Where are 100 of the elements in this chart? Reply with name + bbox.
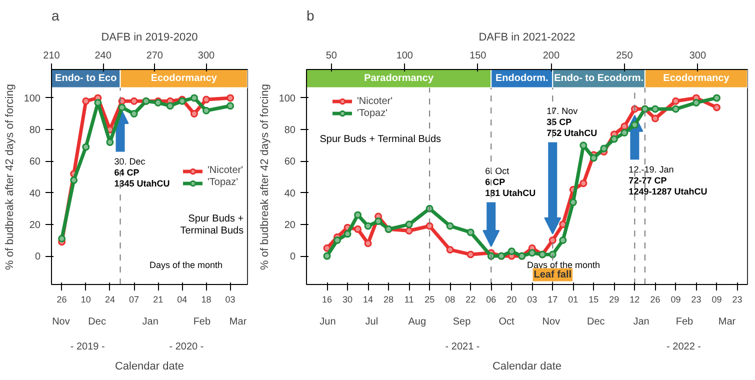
annotation: 6. Oct 6 CP 181 UtahCU [485, 166, 536, 198]
point [651, 114, 659, 122]
x2-tick-label: 250 [616, 50, 634, 62]
chart-title: a [52, 8, 60, 24]
band-label: Endodorm. [495, 73, 548, 84]
x-tick-label: 16 [322, 294, 332, 304]
x-tick-label: 09 [670, 294, 681, 304]
band-label: Endo- to Eco [55, 73, 117, 84]
point [364, 222, 372, 230]
x-tick-label: 04 [177, 294, 188, 304]
x-tick-label: 03 [527, 294, 538, 304]
y-tick-label: 60 [29, 156, 41, 168]
band-label: Ecodormancy [663, 73, 730, 84]
x2-tick-label: 100 [396, 50, 414, 62]
x2-tick-label: 300 [689, 50, 706, 62]
y-axis-title: % of budbreak after 42 days of forcing [4, 84, 16, 270]
point [323, 252, 331, 260]
text: - 2019 - [70, 342, 105, 352]
text: Jun [320, 316, 336, 328]
text: Oct [498, 316, 514, 328]
ref-line-label: Leaf fall [534, 269, 572, 280]
x-tick-label: 17 [548, 294, 558, 304]
text: - 2020 - [169, 342, 204, 352]
text: Dec [586, 316, 605, 328]
point [323, 244, 331, 252]
text: Feb [676, 316, 694, 328]
band-label: Endo- to Ecodorm. [554, 73, 644, 84]
x-tick-label: 15 [588, 294, 599, 304]
point [190, 94, 198, 102]
point [130, 97, 138, 105]
annotation: Days of the month [150, 260, 223, 270]
legend-label: 'Nicoter' [208, 164, 243, 176]
point [600, 144, 608, 152]
text: Mar [229, 316, 248, 328]
point [580, 142, 588, 150]
legend-label: 'Nicoter' [357, 95, 392, 107]
point [118, 104, 126, 112]
x-tick-label: 26 [650, 294, 660, 304]
x-tick-label: 23 [691, 294, 702, 304]
point [559, 220, 567, 228]
x-tick-label: 24 [104, 294, 115, 304]
point [405, 220, 413, 228]
point [334, 236, 342, 244]
y-tick-label: 80 [29, 125, 41, 136]
y-tick-label: 0 [34, 252, 41, 263]
y-tick-label: 40 [284, 188, 296, 200]
point [354, 211, 362, 219]
point [569, 198, 577, 206]
x2-tick-label: 50 [326, 50, 338, 62]
point [466, 228, 474, 236]
x-tick-label: 08 [445, 294, 456, 304]
text: Mar [718, 316, 736, 328]
x-tick-label: 10 [80, 294, 91, 304]
point [364, 240, 372, 248]
x2-tick-label: 200 [542, 50, 560, 62]
y-tick-label: 0 [290, 252, 296, 263]
point [620, 122, 628, 130]
x-tick-label: 01 [568, 294, 578, 304]
text: Sep [452, 316, 472, 328]
y-tick-label: 40 [29, 188, 41, 200]
point [580, 180, 588, 188]
point [82, 97, 90, 105]
text: Aug [408, 316, 426, 328]
x2-tick-label: 270 [146, 50, 164, 62]
x2-tick-label: 240 [94, 50, 112, 62]
point [130, 110, 138, 118]
text: Jan [633, 316, 650, 328]
x-tick-label: 21 [153, 294, 164, 304]
y-tick-label: 20 [29, 220, 41, 231]
point [226, 94, 234, 102]
point [202, 96, 210, 104]
point [559, 236, 567, 244]
text: - 2022 - [666, 342, 702, 352]
annotation: Spur Buds + Terminal Buds [320, 134, 442, 145]
x2-axis-title: DAFB in 2021-2022 [478, 32, 576, 44]
chart-title: b [306, 8, 314, 24]
annotation: 12.-19. Jan 72-77 CP 1249-1287 UtahCU [628, 164, 708, 196]
y-tick-label: 80 [284, 125, 296, 136]
legend-label: 'Topaz' [357, 107, 388, 119]
y-tick-label: 20 [284, 220, 296, 231]
x-tick-label: 12 [630, 294, 640, 304]
x-tick-label: 18 [201, 294, 212, 304]
y-tick-label: 60 [284, 156, 296, 168]
x-tick-label: 14 [363, 294, 374, 304]
point [590, 154, 598, 162]
point [712, 94, 720, 102]
y-tick-label: 100 [24, 93, 41, 104]
point [508, 248, 516, 256]
point [672, 97, 680, 105]
point [446, 246, 454, 254]
point [610, 135, 618, 143]
text: Feb [193, 316, 211, 328]
x-tick-label: 11 [404, 294, 414, 304]
band-label: Ecodormancy [150, 73, 218, 84]
annotation: Spur Buds + Terminal Buds [180, 214, 244, 237]
point [672, 105, 680, 113]
annotation: Days of the month [527, 260, 600, 270]
x-tick-label: 30 [342, 294, 353, 304]
text: Jul [365, 316, 378, 328]
x2-tick-label: 150 [470, 50, 487, 62]
